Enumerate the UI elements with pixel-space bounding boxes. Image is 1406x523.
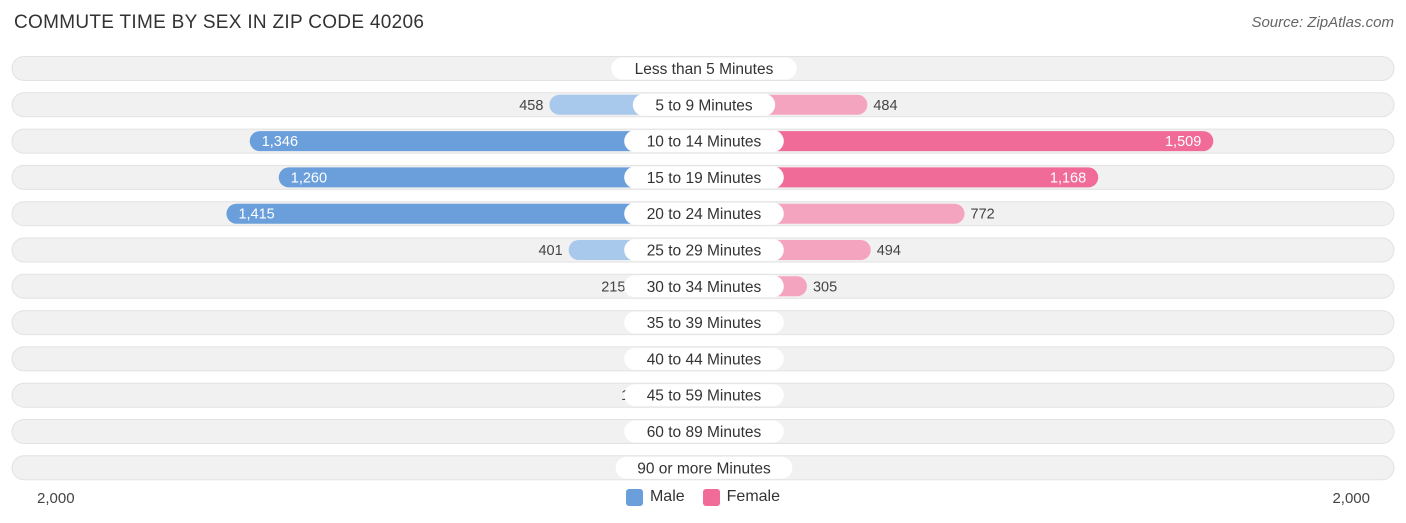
legend-male-label: Male [649,488,685,505]
category-label: 20 to 24 Minutes [647,206,762,223]
category-label: 5 to 9 Minutes [655,97,753,114]
category-label-pill [615,456,793,479]
female-value-label: 1,168 [1050,170,1086,186]
female-value-label: 772 [971,207,995,223]
legend-item-female[interactable]: Female [702,488,781,506]
category-label-pill [624,202,784,225]
category-label-pill [624,420,784,443]
category-label: 60 to 89 Minutes [647,424,762,441]
category-label-pill [624,166,784,189]
male-bar [249,131,704,152]
female-value-label: 494 [877,243,901,259]
source-label: Source: ZipAtlas.com [1251,14,1394,31]
category-label: 25 to 29 Minutes [647,243,762,260]
male-swatch [625,488,643,506]
legend-female-label: Female [726,488,781,505]
category-label: 90 or more Minutes [637,460,771,477]
category-label: Less than 5 Minutes [635,61,774,78]
female-bar [704,167,1099,188]
axis-left-label: 2,000 [37,490,75,507]
category-label-pill [632,93,776,116]
category-label: 10 to 14 Minutes [647,134,762,151]
female-value-label: 484 [873,98,897,114]
female-value-label: 305 [813,279,837,295]
category-label-pill [624,384,784,407]
male-value-label: 1,346 [262,134,298,150]
category-label-pill [611,57,797,80]
category-label: 45 to 59 Minutes [647,388,762,405]
category-label-pill [624,130,784,153]
female-bar [704,131,1214,152]
category-label-pill [624,239,784,261]
male-value-label: 401 [538,243,562,259]
female-value-label: 1,509 [1165,134,1201,150]
female-swatch [702,488,720,506]
male-value-label: 1,260 [291,170,327,186]
male-bar [278,167,704,188]
male-bar [226,203,704,224]
male-value-label: 215 [601,279,625,295]
legend: Male Female [0,488,1406,506]
chart-title: COMMUTE TIME BY SEX IN ZIP CODE 40206 [14,12,425,33]
category-label: 35 to 39 Minutes [647,315,762,332]
category-label: 40 to 44 Minutes [647,351,762,368]
category-label-pill [624,311,784,334]
male-value-label: 1,415 [238,207,274,223]
category-label-pill [624,275,784,298]
category-label: 30 to 34 Minutes [647,279,762,296]
axis-right-label: 2,000 [1332,490,1370,507]
category-label-pill [624,347,784,370]
male-value-label: 458 [519,98,543,114]
category-label: 15 to 19 Minutes [647,170,762,187]
legend-item-male[interactable]: Male [625,488,685,506]
